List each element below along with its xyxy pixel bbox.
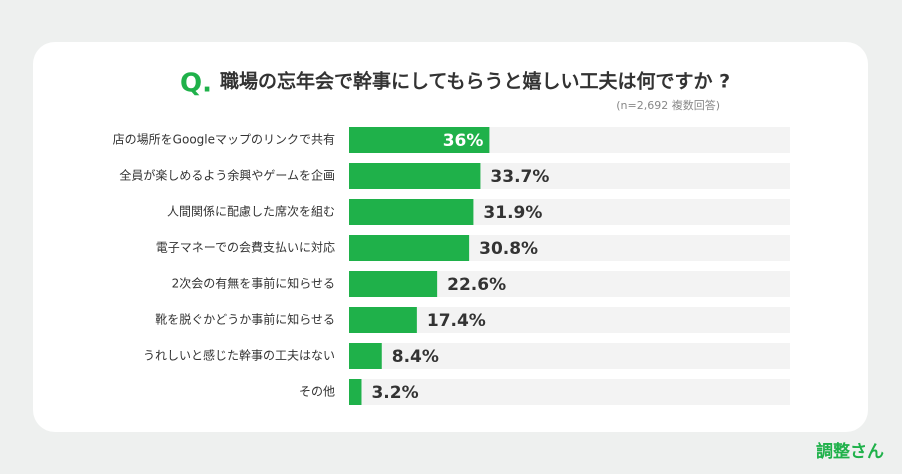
value-label: 8.4% [392,347,439,367]
bar [349,307,417,333]
subtitle: (n=2,692 複数回答) [616,98,720,112]
value-label: 36% [443,131,484,151]
logo: 調整さん [816,441,884,462]
category-label: 2次会の有無を事前に知らせる [172,276,335,291]
bar-track [349,307,790,333]
bar [349,271,438,297]
bar [349,235,470,261]
bar [349,163,481,189]
bar-track [349,343,790,369]
value-label: 30.8% [479,239,538,259]
bar [349,343,382,369]
bar-track [349,379,790,405]
title-marker: Q. [180,69,212,99]
value-label: 22.6% [447,275,506,295]
category-label: 全員が楽しめるよう余興やゲームを企画 [119,168,335,183]
category-label: その他 [299,385,335,399]
category-label: 人間関係に配慮した席次を組む [167,204,335,219]
bar [349,127,490,153]
value-label: 33.7% [490,167,549,187]
category-label: うれしいと感じた幹事の工夫はない [143,348,335,363]
value-label: 3.2% [371,383,418,403]
value-label: 31.9% [483,203,542,223]
category-label: 電子マネーでの会費支払いに対応 [156,240,335,255]
bar [349,379,362,405]
category-label: 靴を脱ぐかどうか事前に知らせる [155,312,335,327]
chart-title: 職場の忘年会で幹事にしてもらうと嬉しい工夫は何ですか ? [220,70,730,93]
value-label: 17.4% [427,311,486,331]
bar [349,199,474,225]
category-label: 店の場所をGoogleマップのリンクで共有 [113,133,335,147]
